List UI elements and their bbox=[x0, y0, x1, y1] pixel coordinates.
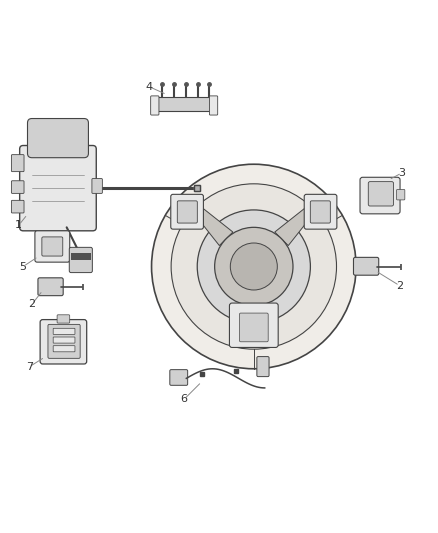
Text: 6: 6 bbox=[181, 394, 187, 404]
FancyBboxPatch shape bbox=[11, 155, 24, 172]
FancyBboxPatch shape bbox=[177, 201, 198, 223]
FancyBboxPatch shape bbox=[53, 337, 75, 343]
FancyBboxPatch shape bbox=[20, 146, 96, 231]
Polygon shape bbox=[242, 305, 266, 347]
FancyBboxPatch shape bbox=[209, 96, 218, 115]
FancyBboxPatch shape bbox=[151, 96, 159, 115]
FancyBboxPatch shape bbox=[11, 181, 24, 193]
FancyBboxPatch shape bbox=[53, 328, 75, 334]
Circle shape bbox=[215, 228, 293, 305]
FancyBboxPatch shape bbox=[57, 315, 70, 323]
FancyBboxPatch shape bbox=[310, 201, 330, 223]
FancyBboxPatch shape bbox=[38, 278, 63, 296]
FancyBboxPatch shape bbox=[53, 346, 75, 352]
Text: 1: 1 bbox=[15, 220, 22, 230]
Text: 2: 2 bbox=[28, 300, 35, 309]
FancyBboxPatch shape bbox=[92, 179, 102, 193]
FancyBboxPatch shape bbox=[35, 231, 70, 262]
FancyBboxPatch shape bbox=[396, 189, 405, 200]
FancyBboxPatch shape bbox=[48, 325, 80, 358]
Text: 7: 7 bbox=[26, 361, 33, 372]
FancyBboxPatch shape bbox=[257, 357, 269, 377]
Circle shape bbox=[197, 210, 311, 323]
Text: 4: 4 bbox=[146, 82, 153, 92]
FancyBboxPatch shape bbox=[42, 237, 63, 256]
FancyBboxPatch shape bbox=[69, 247, 92, 272]
FancyBboxPatch shape bbox=[240, 313, 268, 342]
FancyBboxPatch shape bbox=[360, 177, 400, 214]
Polygon shape bbox=[194, 206, 233, 246]
Circle shape bbox=[152, 164, 356, 369]
FancyBboxPatch shape bbox=[368, 182, 393, 206]
FancyBboxPatch shape bbox=[304, 195, 337, 229]
FancyBboxPatch shape bbox=[28, 118, 88, 158]
Circle shape bbox=[230, 243, 277, 290]
Text: 2: 2 bbox=[396, 281, 403, 290]
Text: 5: 5 bbox=[20, 262, 27, 271]
FancyBboxPatch shape bbox=[152, 97, 210, 111]
FancyBboxPatch shape bbox=[230, 303, 278, 348]
FancyBboxPatch shape bbox=[40, 320, 87, 364]
FancyBboxPatch shape bbox=[11, 200, 24, 213]
FancyBboxPatch shape bbox=[171, 195, 203, 229]
Polygon shape bbox=[275, 206, 314, 246]
FancyBboxPatch shape bbox=[353, 257, 379, 275]
Circle shape bbox=[171, 184, 336, 349]
FancyBboxPatch shape bbox=[170, 370, 187, 385]
FancyBboxPatch shape bbox=[71, 254, 91, 260]
Text: 3: 3 bbox=[398, 168, 405, 178]
